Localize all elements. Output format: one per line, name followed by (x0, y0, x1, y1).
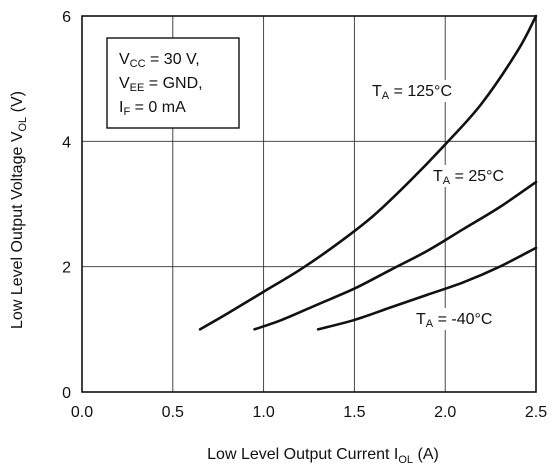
condition-line: VCC = 30 V, (119, 51, 200, 70)
y-tick-label: 0 (62, 385, 71, 402)
x-tick-label: 2.5 (525, 404, 547, 421)
plot-frame (81, 15, 537, 393)
series-label-25c: TA = 25°C (433, 168, 504, 187)
series-curves (198, 14, 538, 331)
x-axis-label: Low Level Output Current IOL (A) (207, 446, 439, 466)
series-minus40c-curve (316, 246, 538, 331)
series-label-backdrop (369, 80, 456, 102)
series-label-backdrop (430, 165, 508, 187)
y-axis-label: Low Level Output Voltage VOL (V) (9, 91, 29, 329)
series-125c-curve (198, 14, 538, 331)
series-label-backdrop (413, 308, 496, 330)
conditions-box: VCC = 30 V, VEE = GND, IF = 0 mA (106, 37, 240, 129)
y-tick-label: 6 (62, 9, 71, 26)
condition-line: VEE = GND, (119, 75, 203, 94)
x-tick-label: 0.5 (162, 404, 184, 421)
x-axis-ticks: 0.0 0.5 1.0 1.5 2.0 2.5 (71, 404, 547, 421)
grid-lines (82, 16, 536, 392)
y-tick-label: 4 (62, 134, 71, 151)
x-tick-label: 1.0 (252, 404, 274, 421)
condition-line: IF = 0 mA (119, 99, 186, 118)
series-label-minus40c: TA = -40°C (416, 311, 492, 330)
conditions-box-frame (106, 37, 240, 129)
x-tick-label: 2.0 (434, 404, 456, 421)
series-label-125c: TA = 125°C (372, 83, 452, 102)
series-25c-curve (253, 180, 538, 331)
y-axis-ticks: 0 2 4 6 (62, 9, 71, 402)
y-tick-label: 2 (62, 260, 71, 277)
x-tick-label: 0.0 (71, 404, 93, 421)
x-tick-label: 1.5 (343, 404, 365, 421)
series-labels: TA = 125°C TA = 25°C TA = -40°C (369, 80, 508, 330)
